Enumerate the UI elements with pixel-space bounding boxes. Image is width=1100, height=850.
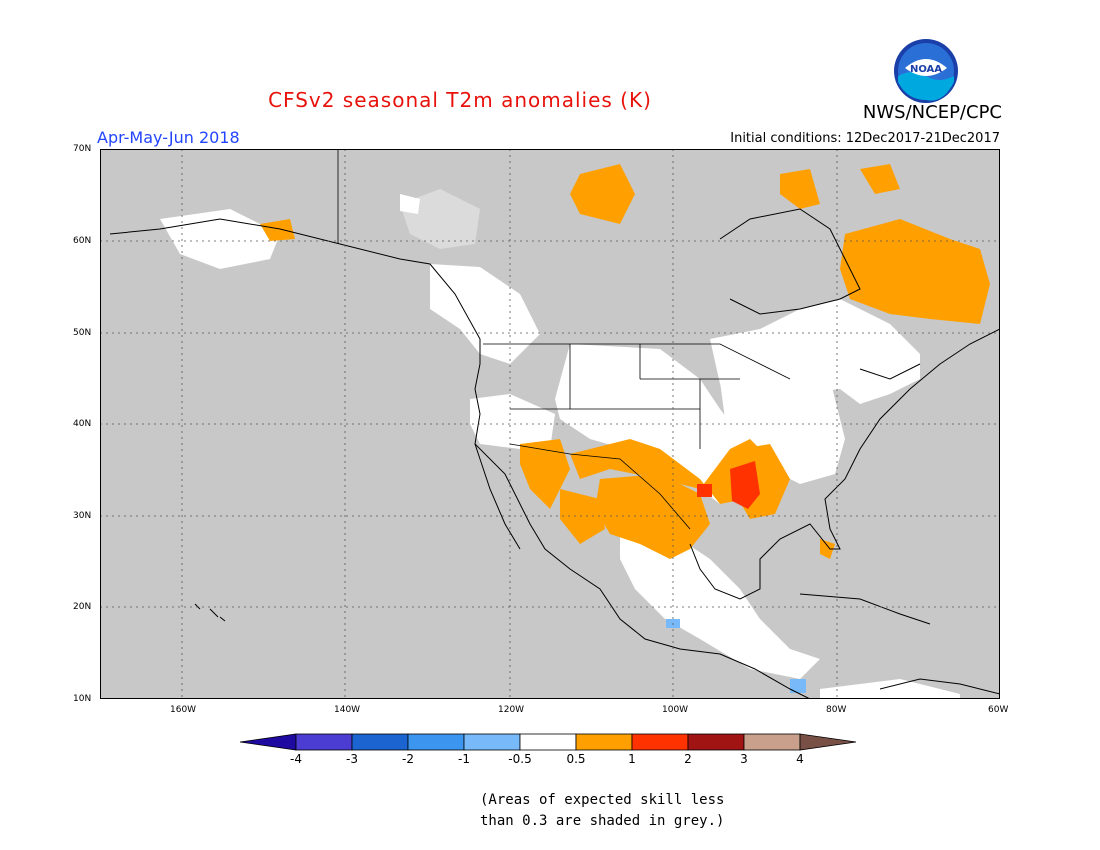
lon-label: 60W (988, 705, 1009, 715)
noaa-logo-icon: NOAA (894, 39, 958, 103)
footnote-line: (Areas of expected skill less (480, 792, 725, 808)
strong-warm-regions (697, 461, 760, 509)
lat-label: 70N (73, 144, 92, 154)
lon-label: 80W (826, 705, 847, 715)
gridlines (100, 149, 1000, 699)
colorbar (240, 733, 857, 751)
colorbar-arrow-high (799, 733, 857, 751)
colorbar-segment (519, 733, 577, 751)
lon-label: 100W (662, 705, 689, 715)
colorbar-segment (463, 733, 521, 751)
colorbar-segment (631, 733, 689, 751)
colorbar-segment (295, 733, 353, 751)
lon-label: 160W (170, 705, 197, 715)
lat-label: 20N (73, 602, 92, 612)
lat-label: 50N (73, 328, 92, 338)
footnote: (Areas of expected skill less than 0.3 a… (480, 790, 724, 832)
initial-conditions: Initial conditions: 12Dec2017-21Dec2017 (730, 131, 1000, 146)
colorbar-label: -0.5 (508, 752, 532, 766)
colorbar-label: -4 (290, 752, 302, 766)
lat-label: 60N (73, 236, 92, 246)
lon-label: 140W (334, 705, 361, 715)
colorbar-label: 4 (796, 752, 804, 766)
colorbar-arrow-low (240, 733, 297, 751)
colorbar-segment (407, 733, 465, 751)
footnote-line: than 0.3 are shaded in grey.) (480, 813, 725, 829)
colorbar-segment (575, 733, 633, 751)
forecast-period: Apr-May-Jun 2018 (97, 128, 240, 147)
colorbar-segment (743, 733, 801, 751)
colorbar-label: -1 (458, 752, 470, 766)
colorbar-label: 3 (740, 752, 748, 766)
lon-label: 120W (498, 705, 525, 715)
anomaly-map (100, 149, 1000, 699)
agency-label: NWS/NCEP/CPC (862, 102, 1002, 123)
colorbar-segment (687, 733, 745, 751)
borders (337, 149, 791, 530)
colorbar-label: 1 (628, 752, 636, 766)
colorbar-label: -2 (402, 752, 414, 766)
warm-anomaly-regions (260, 164, 990, 559)
lat-label: 40N (73, 419, 92, 429)
svg-text:NOAA: NOAA (910, 64, 942, 75)
coastlines (109, 208, 1000, 699)
map-title: CFSv2 seasonal T2m anomalies (K) (268, 88, 652, 112)
colorbar-label: 2 (684, 752, 692, 766)
colorbar-label: -3 (346, 752, 358, 766)
lat-label: 10N (73, 694, 92, 704)
colorbar-label: 0.5 (566, 752, 586, 766)
lat-label: 30N (73, 511, 92, 521)
colorbar-segment (351, 733, 409, 751)
